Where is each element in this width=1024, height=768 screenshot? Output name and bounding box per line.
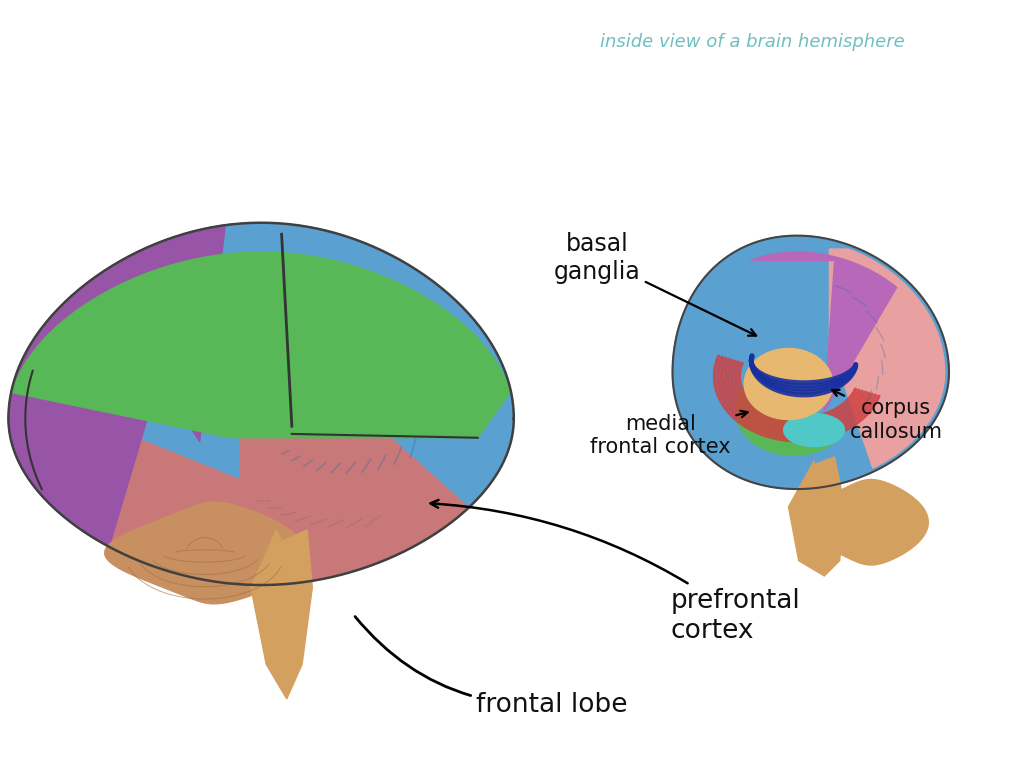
Polygon shape — [829, 249, 944, 468]
Polygon shape — [8, 223, 514, 585]
Polygon shape — [8, 225, 225, 547]
Polygon shape — [802, 479, 929, 565]
Polygon shape — [251, 530, 312, 699]
Polygon shape — [104, 502, 305, 604]
Text: inside view of a brain hemisphere: inside view of a brain hemisphere — [600, 33, 905, 51]
Text: basal
ganglia: basal ganglia — [554, 233, 756, 336]
Polygon shape — [744, 349, 833, 419]
Text: corpus
callosum: corpus callosum — [833, 390, 942, 442]
Polygon shape — [735, 366, 841, 455]
Text: prefrontal
cortex: prefrontal cortex — [430, 500, 801, 644]
Text: frontal lobe: frontal lobe — [355, 617, 628, 718]
Polygon shape — [788, 457, 845, 576]
Polygon shape — [783, 414, 845, 446]
Polygon shape — [751, 252, 897, 411]
Text: medial
frontal cortex: medial frontal cortex — [590, 411, 748, 457]
Polygon shape — [12, 252, 510, 438]
Polygon shape — [673, 236, 949, 489]
Polygon shape — [8, 303, 469, 585]
